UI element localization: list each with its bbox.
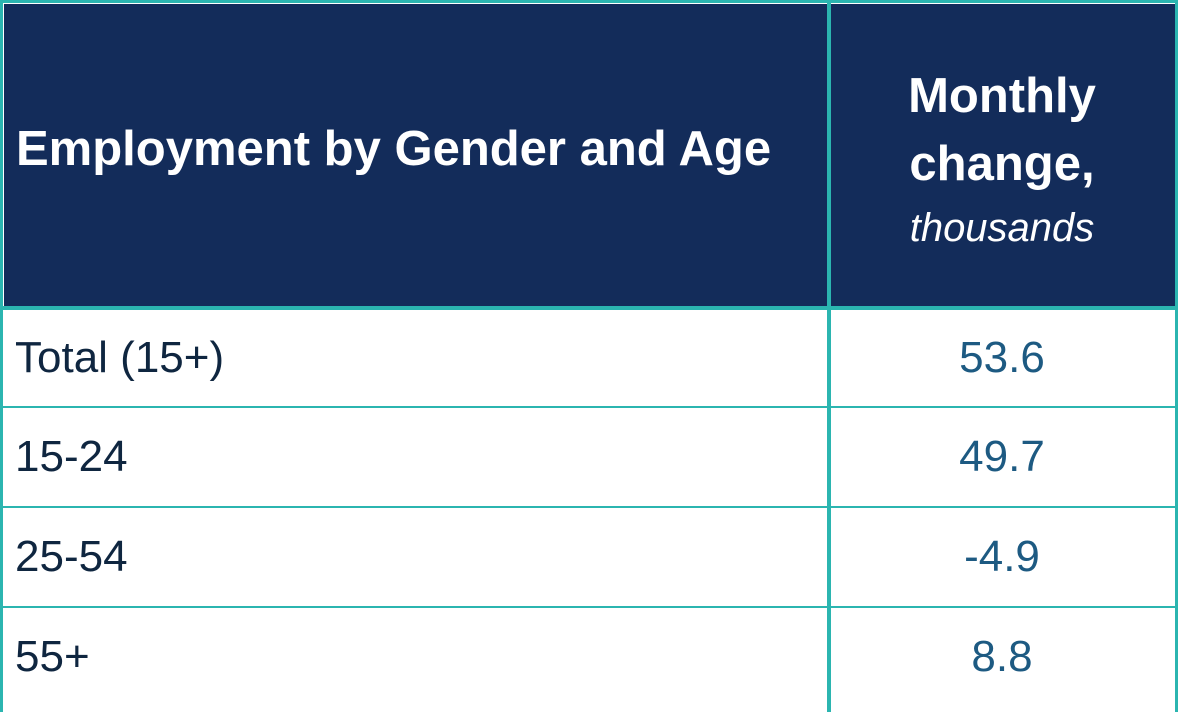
- row-value: 53.6: [959, 333, 1045, 382]
- header-value: Monthly change, thousands: [829, 4, 1175, 308]
- row-value: 49.7: [959, 432, 1045, 481]
- table-row: 55+ 8.8: [3, 606, 1175, 706]
- row-label: 15-24: [15, 432, 128, 481]
- row-label: Total (15+): [15, 333, 225, 382]
- header-value-unit: thousands: [909, 206, 1095, 250]
- table-row: 15-24 49.7: [3, 406, 1175, 506]
- row-label: 25-54: [15, 532, 128, 581]
- table-row: 25-54 -4.9: [3, 506, 1175, 606]
- header-label: Employment by Gender and Age: [4, 4, 829, 308]
- row-value: -4.9: [964, 532, 1040, 581]
- header-value-title: Monthly change,: [908, 69, 1096, 191]
- row-value: 8.8: [971, 632, 1033, 681]
- column-divider: [827, 0, 831, 712]
- row-label: 55+: [15, 632, 90, 681]
- table-row: Total (15+) 53.6: [3, 306, 1175, 406]
